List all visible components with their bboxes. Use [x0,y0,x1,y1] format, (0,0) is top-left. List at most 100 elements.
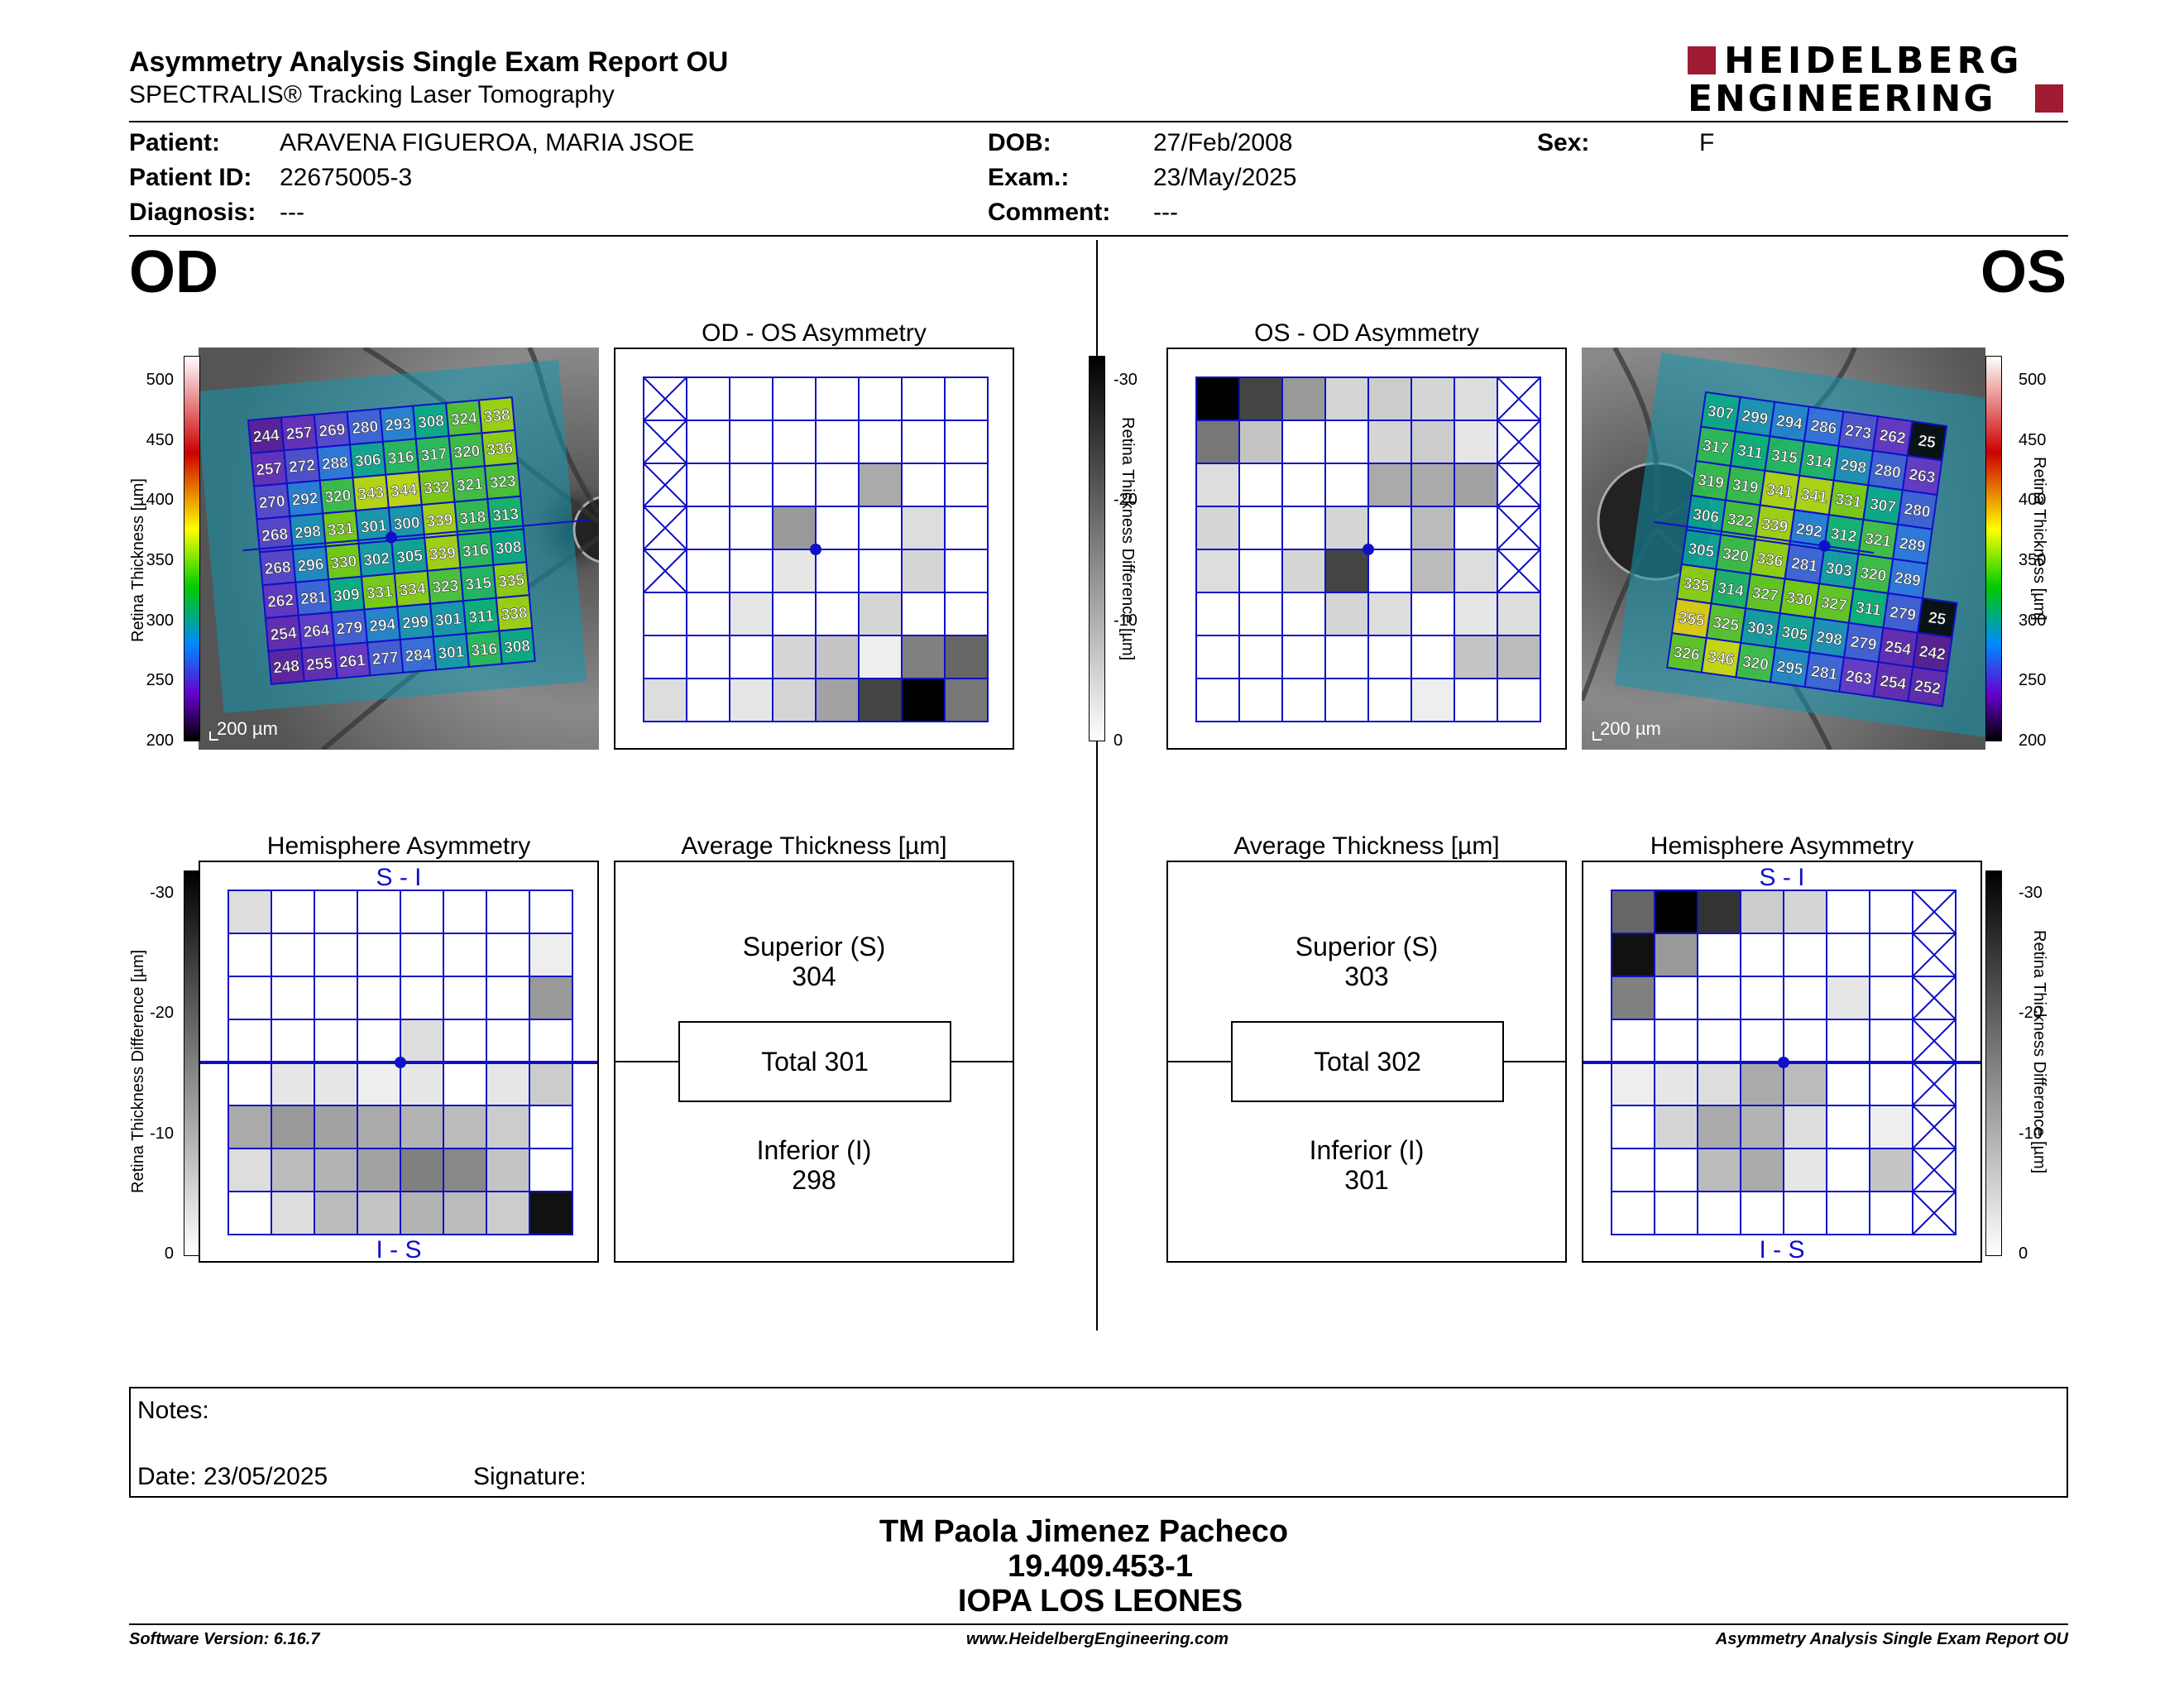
footer-website: www.HeidelbergEngineering.com [966,1630,1229,1648]
od-thickness-value: 268 [264,559,291,578]
os-thickness-scale [1985,356,2002,741]
os-hemi-cell [1697,976,1741,1020]
os-thickness-value: 319 [1697,472,1725,492]
od-asym-cell [901,506,946,550]
od-thickness-value: 332 [423,478,450,498]
od-thickness-value: 255 [305,655,333,674]
patient-divider [129,235,2068,237]
os-thickness-value: 298 [1815,629,1843,650]
os-hemi-cell [1654,976,1698,1020]
footer-software: Software Version: 6.16.7 [129,1630,320,1648]
os-hemi-cell [1869,976,1913,1020]
od-hemi-top-label: S - I [376,864,421,891]
os-asym-cell [1367,549,1412,593]
scale-tick-label: 0 [164,1244,174,1263]
od-hemi-cell [357,933,401,977]
os-hemi-diff-bar [1985,870,2002,1256]
os-asym-cell [1238,506,1283,550]
os-thickness-value: 346 [1707,649,1735,669]
scale-tick-label: -20 [2019,1004,2043,1023]
os-hemi-excluded-cell [1912,1062,1956,1106]
os-thickness-value: 303 [1824,559,1852,580]
od-thickness-value: 323 [489,472,516,492]
os-thickness-value: 327 [1751,584,1779,605]
os-asym-cell [1195,420,1240,464]
od-asym-cell [901,463,946,507]
os-thickness-value: 303 [1746,619,1774,640]
os-hemi-cell [1611,933,1655,977]
od-asym-excluded-cell [643,506,687,550]
od-thickness-value: 296 [297,556,324,576]
od-thickness-value: 338 [500,605,528,625]
od-thickness-value: 316 [471,640,498,660]
logo-line1: HEIDELBERG [1724,40,2024,82]
od-thickness-value: 338 [483,406,510,426]
od-asym-cell [944,376,989,421]
os-asym-cell [1195,463,1240,507]
os-thickness-value: 263 [1908,466,1936,487]
od-asym-excluded-cell [643,549,687,593]
od-thickness-value: 339 [426,511,453,531]
od-asym-cell [858,506,903,550]
os-asym-cell [1238,420,1283,464]
os-asym-cell [1238,635,1283,679]
os-hemi-cell [1654,933,1698,977]
os-superior-label: Superior (S) [1295,932,1439,961]
od-hemi-grid: S - I I - S [200,864,597,1264]
os-thickness-value: 317 [1702,437,1730,458]
od-asym-cell [858,420,903,464]
footer-divider [129,1623,2068,1625]
os-hemi-cell [1869,1191,1913,1235]
os-thickness-value: 307 [1869,496,1897,516]
os-thickness-axis-label: Retina Thickness [µm] [2030,457,2048,621]
os-thickness-value: 312 [1829,525,1857,546]
os-superior-value: 303 [1344,961,1389,991]
os-asym-grid [1195,376,1541,722]
os-hemi-cell [1654,890,1698,934]
od-thickness-value: 323 [432,578,459,597]
os-hemi-cell [1740,1191,1784,1235]
os-asym-cell [1410,376,1455,421]
notes-box: Notes: Date: 23/05/2025 Signature: [129,1387,2068,1498]
logo-line2: ENGINEERING [1688,78,1996,120]
os-hemi-cell [1826,1191,1870,1235]
od-asym-excluded-cell [643,420,687,464]
os-asym-cell [1454,506,1498,550]
patient-name: ARAVENA FIGUEROA, MARIA JSOE [280,129,695,156]
os-asym-cell [1324,635,1369,679]
od-hemi-cell [314,1062,358,1106]
od-asym-cell [815,463,860,507]
od-hemi-cell [357,1191,401,1235]
os-total-label: Total 302 [1314,1047,1421,1077]
os-thickness-value: 315 [1770,447,1799,468]
os-fundus-image: 307 299 294 286 273 262 25 317 311 315 314 298 280 26… [1582,348,1985,750]
od-asym-cell [858,635,903,679]
os-asym-cell [1238,592,1283,636]
os-hemi-excluded-cell [1912,933,1956,977]
od-hemi-cell [228,1191,272,1235]
os-hemi-cell [1697,890,1741,934]
od-asym-cell [686,635,730,679]
os-thickness-value: 307 [1707,403,1735,424]
scale-tick-label: 0 [1114,731,1123,750]
os-asym-cell [1195,635,1240,679]
od-asym-cell [815,506,860,550]
od-hemi-title: Hemisphere Asymmetry [266,832,531,860]
od-hemi-cell [271,976,315,1020]
os-thickness-value: 305 [1687,540,1716,561]
os-hemi-cell [1740,1062,1784,1106]
od-thickness-value: 288 [321,454,348,474]
od-asym-cell [772,463,817,507]
od-asym-cell [901,592,946,636]
patient-label: Patient: [129,129,221,156]
od-thickness-value: 339 [429,544,456,564]
os-asym-excluded-cell [1497,506,1541,550]
od-thickness-value: 293 [384,415,411,435]
os-asym-cell [1324,420,1369,464]
os-thickness-value: 295 [1775,658,1804,679]
os-thickness-value: 254 [1879,673,1908,693]
scale-tick-label: 350 [2019,551,2047,569]
patient-id: 22675005-3 [280,164,413,191]
os-thickness-value: 25 [1917,432,1937,452]
os-asym-cell [1195,549,1240,593]
